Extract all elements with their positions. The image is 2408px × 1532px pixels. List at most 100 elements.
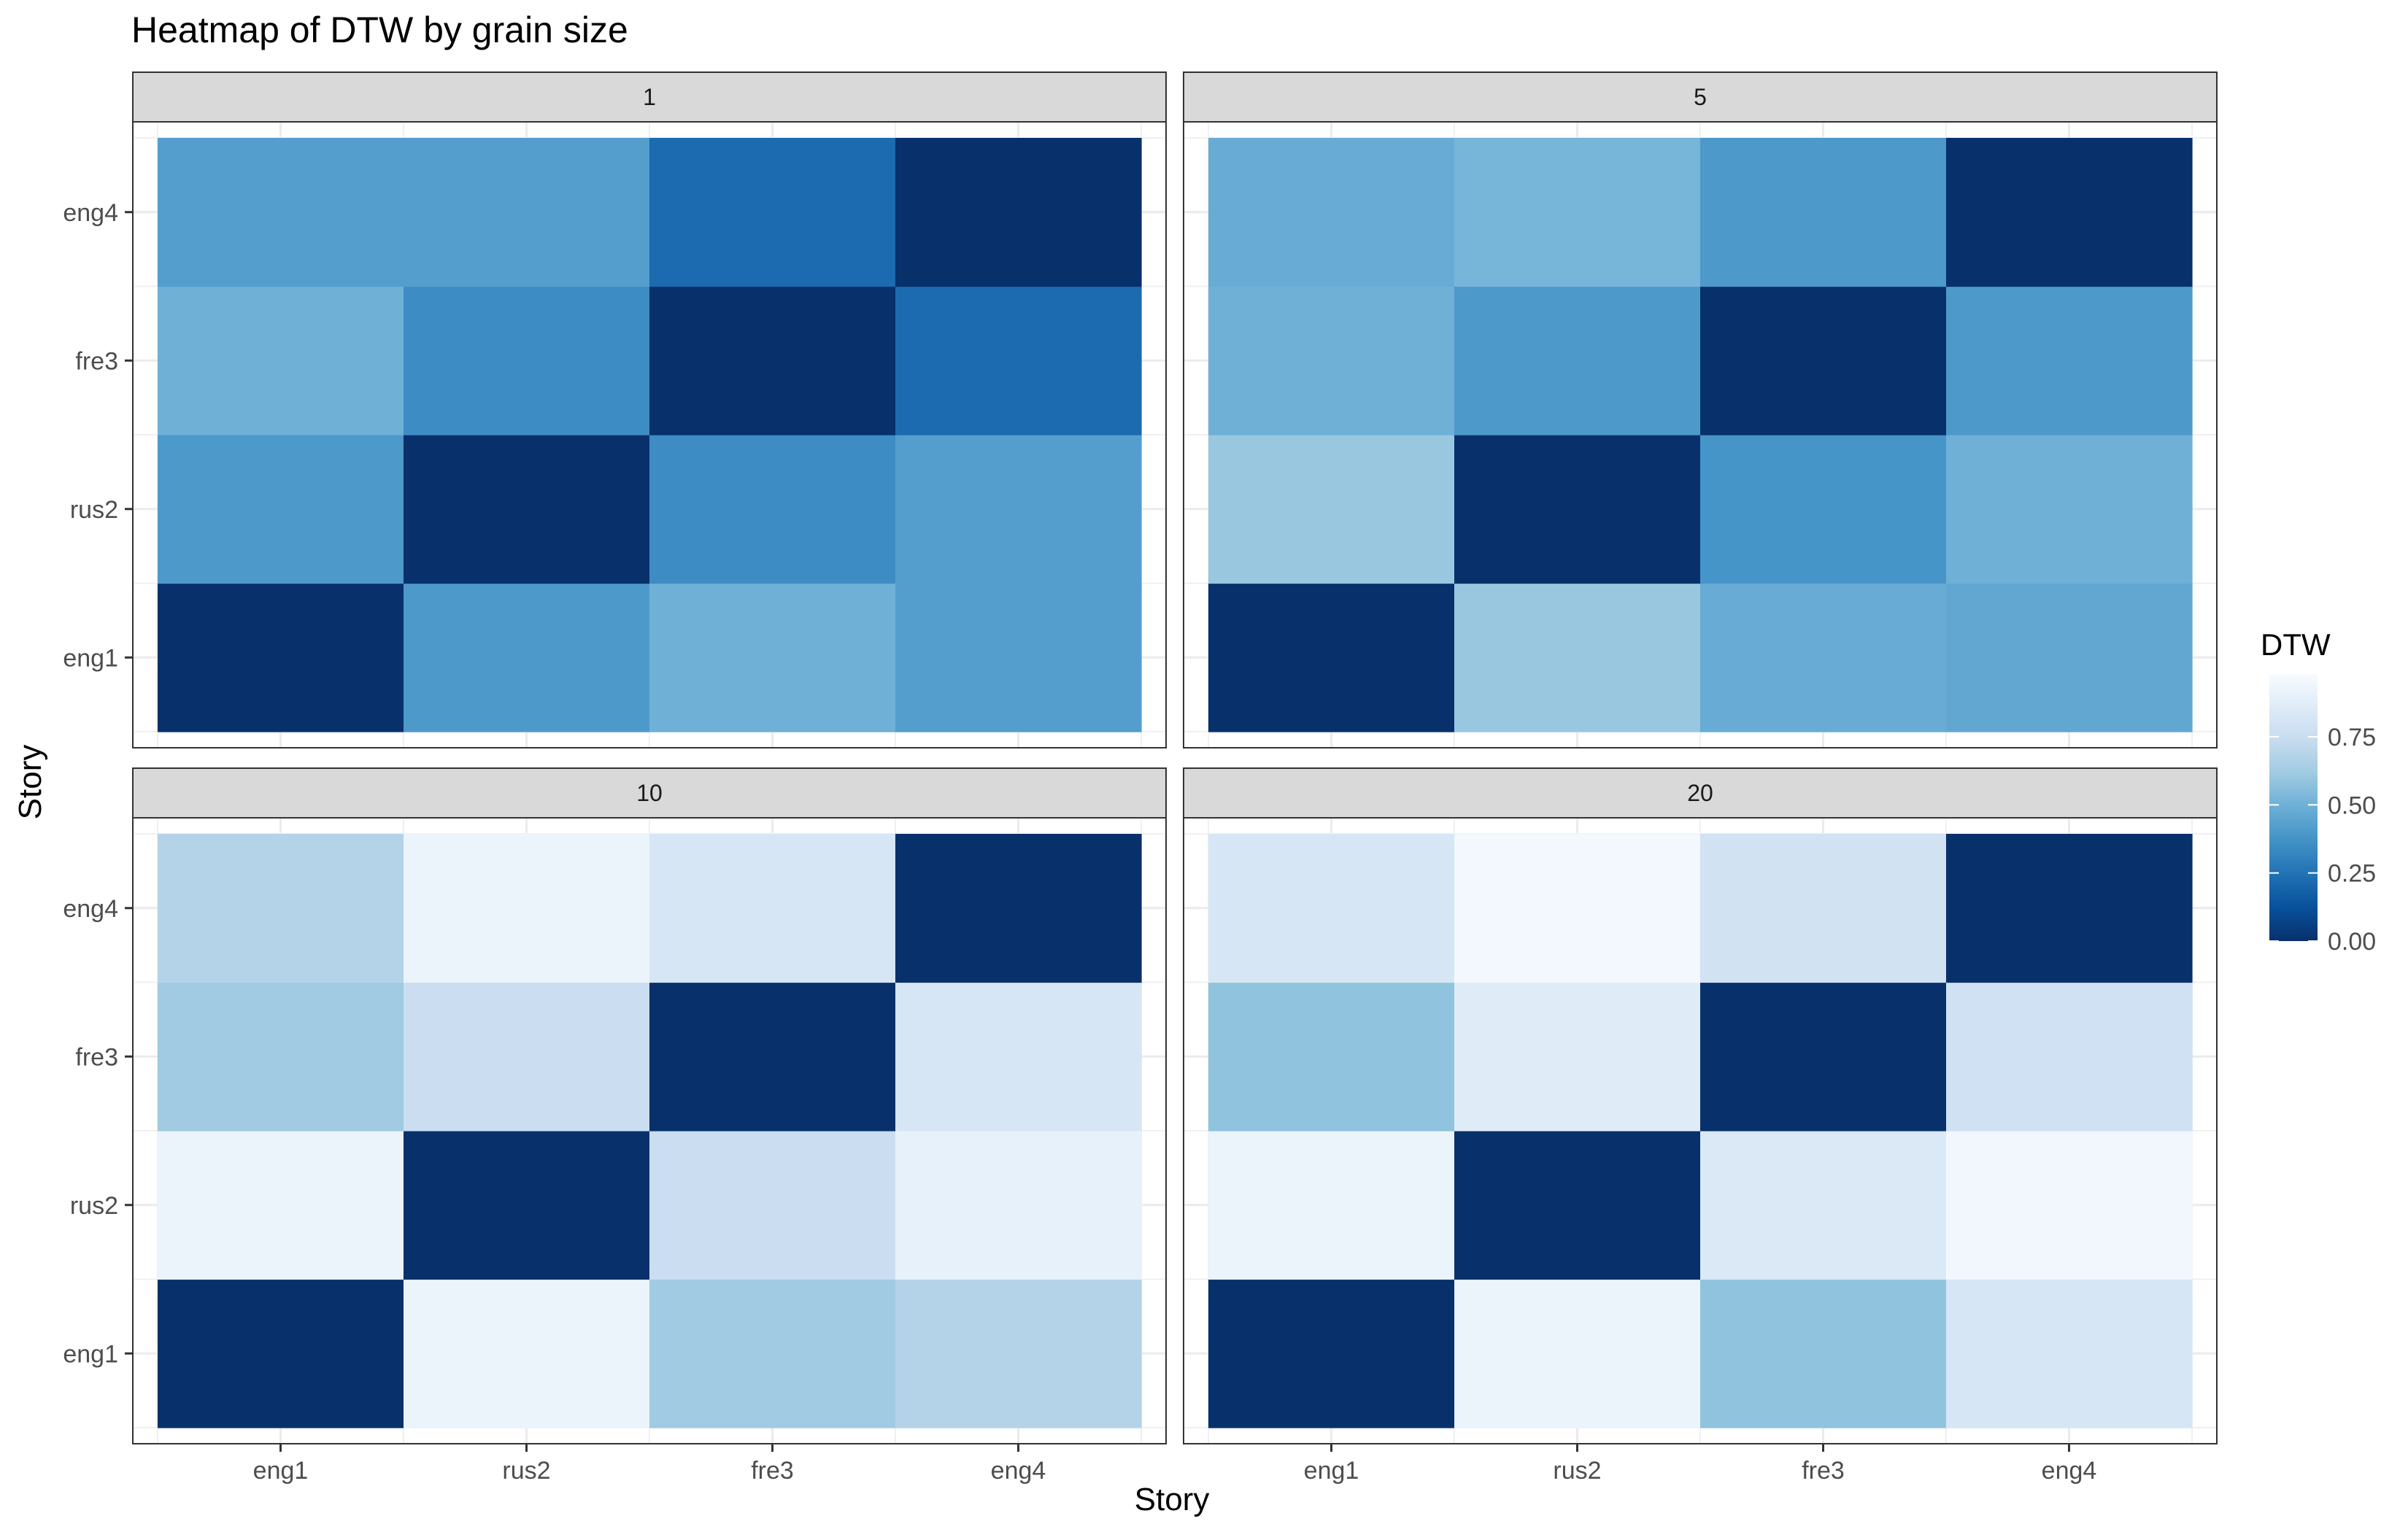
heatmap-tile-eng1-rus2: [158, 1131, 404, 1280]
heatmap-tile-eng1-fre3: [158, 287, 404, 436]
facet-strip-label: 10: [636, 780, 663, 806]
heatmap-tile-fre3-rus2: [649, 1131, 896, 1280]
y-tick-label: eng4: [63, 895, 118, 923]
heatmap-tile-rus2-eng1: [404, 1280, 650, 1428]
x-tick-label: eng1: [1304, 1457, 1359, 1485]
heatmap-tile-eng4-rus2: [1946, 435, 2193, 584]
heatmap-tile-eng4-eng4: [895, 834, 1142, 983]
heatmap-tile-eng1-eng1: [158, 1280, 404, 1428]
heatmap-tile-fre3-eng1: [1700, 1280, 1947, 1428]
heatmap-tile-eng4-fre3: [1946, 287, 2193, 436]
heatmap-tile-eng4-rus2: [1946, 1131, 2193, 1280]
y-tick-label: rus2: [70, 1192, 118, 1220]
legend-tick-label: 0.00: [2328, 928, 2376, 956]
heatmap-tile-rus2-fre3: [404, 983, 650, 1131]
heatmap-tile-fre3-fre3: [1700, 287, 1947, 436]
heatmap-tile-eng4-eng1: [895, 1280, 1142, 1428]
chart-title: Heatmap of DTW by grain size: [131, 9, 628, 50]
heatmap-tile-eng1-rus2: [1208, 435, 1455, 584]
heatmap-tile-rus2-eng1: [404, 584, 650, 732]
heatmap-tile-rus2-eng1: [1454, 1280, 1701, 1428]
heatmap-tile-rus2-fre3: [404, 287, 650, 436]
heatmap-tile-eng1-fre3: [1208, 287, 1455, 436]
facet-strip-label: 1: [643, 84, 656, 110]
legend-colorbar: [2269, 674, 2318, 941]
heatmap-tile-fre3-fre3: [649, 983, 896, 1131]
x-axis-title: Story: [1135, 1482, 1210, 1517]
facet-panel-20: 20 eng1 rus2 fre3 eng4: [1184, 768, 2217, 1485]
x-tick-label: rus2: [1553, 1457, 1601, 1485]
heatmap-tile-fre3-eng4: [1700, 138, 1947, 287]
heatmap-tile-eng4-eng1: [895, 584, 1142, 732]
heatmap-tile-eng1-rus2: [158, 435, 404, 584]
facet-strip-label: 20: [1687, 780, 1713, 806]
legend-title: DTW: [2261, 627, 2331, 662]
heatmap-tile-rus2-fre3: [1454, 983, 1701, 1131]
heatmap-tile-fre3-eng4: [649, 834, 896, 983]
heatmap-tile-eng4-rus2: [895, 435, 1142, 584]
y-tick-label: fre3: [75, 1043, 118, 1071]
heatmap-tile-eng1-eng1: [158, 584, 404, 732]
heatmap-tile-rus2-eng4: [404, 138, 650, 287]
y-tick-label: eng1: [63, 1340, 118, 1368]
heatmap-tile-fre3-eng4: [649, 138, 896, 287]
heatmap-tile-eng4-eng1: [1946, 1280, 2193, 1428]
x-tick-label: eng4: [2042, 1457, 2097, 1485]
heatmap-tile-fre3-rus2: [1700, 435, 1947, 584]
heatmap-tile-fre3-eng1: [649, 1280, 896, 1428]
heatmap-tile-eng1-eng4: [158, 138, 404, 287]
heatmap-tile-eng1-eng1: [1208, 1280, 1455, 1428]
heatmap-tile-eng1-eng4: [1208, 138, 1455, 287]
heatmap-tile-eng1-fre3: [158, 983, 404, 1131]
heatmap-tile-eng1-fre3: [1208, 983, 1455, 1131]
heatmap-tile-eng1-eng1: [1208, 584, 1455, 732]
heatmap-tile-eng1-eng4: [1208, 834, 1455, 983]
heatmap-tile-eng4-eng4: [1946, 834, 2193, 983]
heatmap-tile-eng1-rus2: [1208, 1131, 1455, 1280]
y-tick-label: fre3: [75, 347, 118, 375]
heatmap-tile-rus2-eng1: [1454, 584, 1701, 732]
y-tick-label: eng4: [63, 199, 118, 227]
heatmap-tile-fre3-fre3: [1700, 983, 1947, 1131]
heatmap-tile-rus2-fre3: [1454, 287, 1701, 436]
x-tick-label: eng4: [991, 1457, 1046, 1485]
heatmap-tile-eng4-fre3: [895, 983, 1142, 1131]
heatmap-tile-eng4-fre3: [1946, 983, 2193, 1131]
legend-tick-label: 0.75: [2328, 724, 2376, 751]
facet-panels: 1 eng1 rus2 fre3 eng4 5 10 eng1 rus2 fre3 eng4 eng1…: [63, 72, 2217, 1485]
x-tick-label: fre3: [751, 1457, 794, 1485]
heatmap-tile-fre3-rus2: [1700, 1131, 1947, 1280]
heatmap-tile-eng4-eng4: [895, 138, 1142, 287]
legend-tick-label: 0.50: [2328, 792, 2376, 819]
facet-panel-1: 1 eng1 rus2 fre3 eng4: [63, 72, 1166, 748]
heatmap-tile-rus2-rus2: [404, 435, 650, 584]
y-axis-title: Story: [12, 745, 48, 820]
heatmap-tile-eng4-eng1: [1946, 584, 2193, 732]
x-tick-label: fre3: [1802, 1457, 1845, 1485]
legend-tick-label: 0.25: [2328, 860, 2376, 888]
y-tick-label: rus2: [70, 496, 118, 524]
heatmap-tile-rus2-rus2: [404, 1131, 650, 1280]
facet-panel-5: 5: [1184, 72, 2217, 748]
heatmap-tile-fre3-eng1: [649, 584, 896, 732]
heatmap-tile-rus2-eng4: [1454, 138, 1701, 287]
y-tick-label: eng1: [63, 644, 118, 672]
heatmap-tile-eng1-eng4: [158, 834, 404, 983]
heatmap-tile-fre3-eng4: [1700, 834, 1947, 983]
heatmap-tile-fre3-fre3: [649, 287, 896, 436]
heatmap-tile-rus2-rus2: [1454, 1131, 1701, 1280]
heatmap-tile-eng4-rus2: [895, 1131, 1142, 1280]
heatmap-tile-fre3-eng1: [1700, 584, 1947, 732]
heatmap-tile-rus2-eng4: [1454, 834, 1701, 983]
heatmap-tile-fre3-rus2: [649, 435, 896, 584]
heatmap-tile-eng4-eng4: [1946, 138, 2193, 287]
x-tick-label: eng1: [253, 1457, 309, 1485]
facet-panel-10: 10 eng1 rus2 fre3 eng4 eng1 rus2 fre3 eng4: [63, 768, 1166, 1485]
heatmap-tile-eng4-fre3: [895, 287, 1142, 436]
heatmap-tile-rus2-rus2: [1454, 435, 1701, 584]
heatmap-tile-rus2-eng4: [404, 834, 650, 983]
x-tick-label: rus2: [502, 1457, 550, 1485]
legend: DTW 0.00 0.25 0.50 0.75: [2261, 627, 2376, 956]
facet-strip-label: 5: [1694, 84, 1707, 110]
